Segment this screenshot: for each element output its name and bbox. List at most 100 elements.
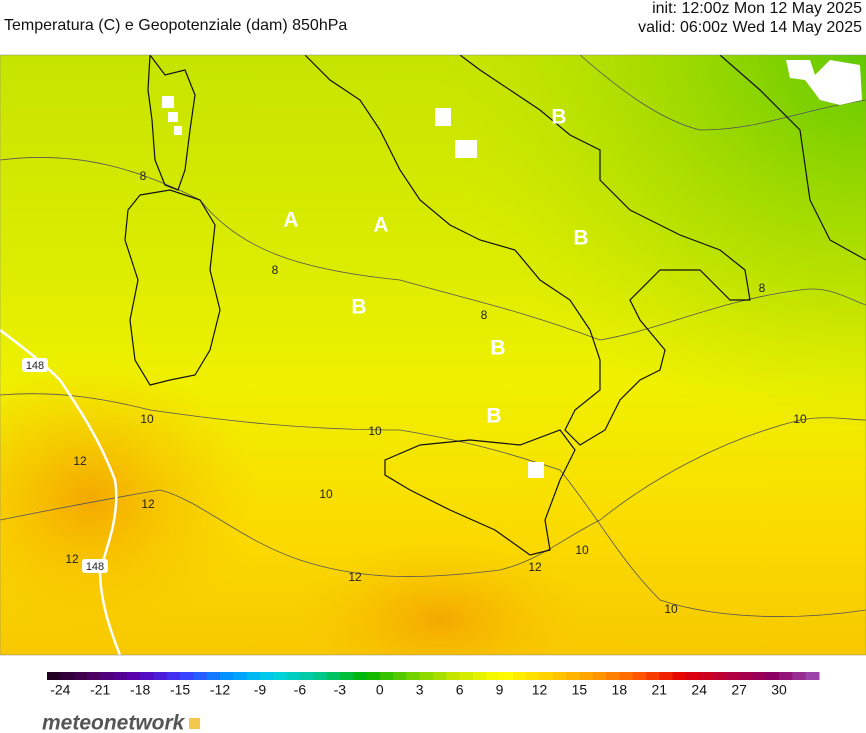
colorbar-tick-label: 12: [532, 682, 548, 698]
colorbar-swatch: [752, 672, 767, 680]
contour-label: 10: [140, 412, 154, 426]
colorbar-swatch: [299, 672, 314, 680]
colorbar-swatch: [220, 672, 234, 680]
colorbar-tick-label: -18: [130, 682, 150, 698]
colorbar-swatch: [433, 672, 447, 680]
high-pressure-label: A: [283, 209, 298, 232]
colorbar-swatch: [113, 672, 128, 680]
colorbar-swatch: [699, 672, 714, 680]
map-title: Temperatura (C) e Geopotenziale (dam) 85…: [4, 17, 347, 34]
colorbar-swatch: [406, 672, 421, 680]
contour-label: 12: [73, 454, 87, 468]
colorbar-swatch: [459, 672, 474, 680]
colorbar-swatch: [512, 672, 527, 680]
colorbar-tick-label: 0: [376, 682, 384, 698]
colorbar-swatch: [246, 672, 261, 680]
geopotential-label: 148: [86, 561, 104, 573]
colorbar-swatch: [805, 672, 820, 680]
colorbar-swatch: [659, 672, 674, 680]
colorbar-swatch: [526, 672, 540, 680]
colorbar-tick-label: 30: [771, 682, 787, 698]
logo: meteonetwork: [42, 712, 186, 733]
low-pressure-label: B: [351, 296, 366, 319]
colorbar-swatch: [765, 672, 780, 680]
colorbar-swatch: [140, 672, 154, 680]
colorbar-tick-label: 18: [612, 682, 628, 698]
colorbar-tick-label: 15: [572, 682, 588, 698]
map-area: A A B B B B B 8 8 8 8 10 10 10 10 10 10 …: [0, 55, 866, 655]
colorbar-swatch: [645, 672, 660, 680]
colorbar-tick-label: -3: [334, 682, 347, 698]
colorbar-swatch: [326, 672, 341, 680]
colorbar-swatch: [366, 672, 381, 680]
colorbar-swatch: [60, 672, 75, 680]
contour-label: 10: [319, 487, 333, 501]
colorbar-swatch: [73, 672, 88, 680]
colorbar-swatch: [592, 672, 607, 680]
contour-label: 8: [481, 308, 488, 322]
contour-label: 12: [141, 497, 155, 511]
low-pressure-label: B: [573, 227, 588, 250]
colorbar-swatch: [259, 672, 274, 680]
colorbar-tick-label: -24: [50, 682, 70, 698]
colorbar-tick-label: -15: [170, 682, 190, 698]
low-pressure-label: B: [551, 106, 566, 129]
colorbar-tick-label: -12: [210, 682, 230, 698]
colorbar-swatch: [779, 672, 793, 680]
colorbar: -24 -21 -18 -15 -12 -9 -6 -3 0 3 6 9 12 15 18 21 24 27 30: [47, 672, 820, 698]
init-time: init: 12:00z Mon 12 May 2025: [652, 0, 862, 17]
contour-label: 8: [759, 281, 766, 295]
contour-label: 12: [348, 570, 362, 584]
colorbar-tick-label: 24: [691, 682, 707, 698]
colorbar-tick-label: -21: [90, 682, 110, 698]
colorbar-swatch: [619, 672, 634, 680]
colorbar-swatch: [180, 672, 194, 680]
colorbar-swatch: [47, 672, 61, 680]
colorbar-tick-label: -6: [294, 682, 307, 698]
colorbar-swatch: [579, 672, 594, 680]
colorbar-swatch: [725, 672, 740, 680]
colorbar-tick-label: -9: [254, 682, 267, 698]
colorbar-swatch: [313, 672, 328, 680]
colorbar-swatch: [739, 672, 753, 680]
colorbar-swatch: [566, 672, 580, 680]
contour-label: 10: [664, 602, 678, 616]
colorbar-swatch: [126, 672, 141, 680]
colorbar-swatch: [273, 672, 288, 680]
colorbar-swatch: [499, 672, 514, 680]
colorbar-swatch: [446, 672, 461, 680]
colorbar-swatch: [166, 672, 181, 680]
colorbar-swatch: [672, 672, 687, 680]
colorbar-tick-label: 27: [731, 682, 747, 698]
colorbar-swatch: [552, 672, 567, 680]
colorbar-tick-label: 9: [496, 682, 504, 698]
geopotential-label: 148: [26, 360, 44, 372]
colorbar-tick-label: 3: [416, 682, 424, 698]
colorbar-swatch: [86, 672, 101, 680]
high-pressure-label: A: [373, 214, 388, 237]
colorbar-swatch: [379, 672, 394, 680]
colorbar-swatch: [339, 672, 354, 680]
low-pressure-label: B: [490, 337, 505, 360]
colorbar-swatch: [712, 672, 727, 680]
colorbar-swatch: [100, 672, 115, 680]
colorbar-swatch: [685, 672, 700, 680]
contour-label: 12: [65, 552, 79, 566]
colorbar-swatch: [153, 672, 168, 680]
colorbar-swatch: [472, 672, 487, 680]
valid-time: valid: 06:00z Wed 14 May 2025: [638, 19, 862, 36]
colorbar-swatch: [539, 672, 554, 680]
colorbar-swatch: [193, 672, 208, 680]
colorbar-swatch: [419, 672, 434, 680]
contour-label: 8: [140, 169, 147, 183]
contour-label: 10: [368, 424, 382, 438]
colorbar-swatch: [606, 672, 620, 680]
colorbar-swatch: [393, 672, 407, 680]
colorbar-tick-label: 21: [651, 682, 667, 698]
logo-square: [189, 718, 200, 729]
colorbar-swatch: [486, 672, 501, 680]
contour-label: 12: [528, 560, 542, 574]
colorbar-tick-label: 6: [456, 682, 464, 698]
